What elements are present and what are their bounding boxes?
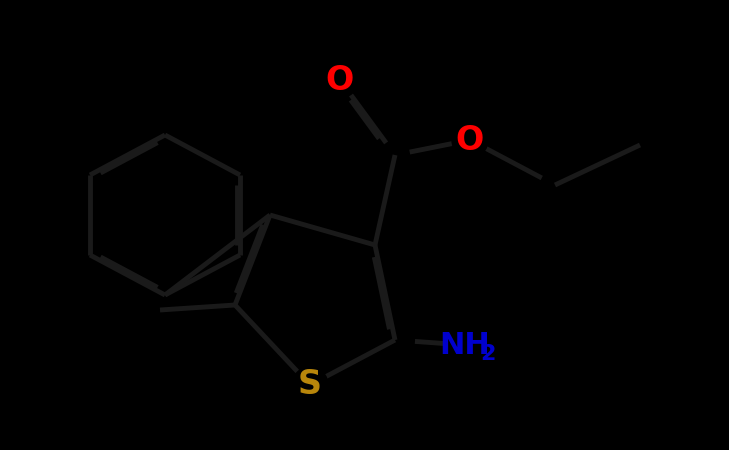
Text: 2: 2: [480, 344, 496, 364]
Text: O: O: [456, 123, 484, 157]
Circle shape: [452, 122, 488, 158]
Text: NH: NH: [440, 330, 491, 360]
Circle shape: [292, 367, 328, 403]
Text: S: S: [298, 369, 322, 401]
Text: O: O: [326, 63, 354, 96]
Circle shape: [448, 328, 481, 361]
Circle shape: [322, 62, 358, 98]
